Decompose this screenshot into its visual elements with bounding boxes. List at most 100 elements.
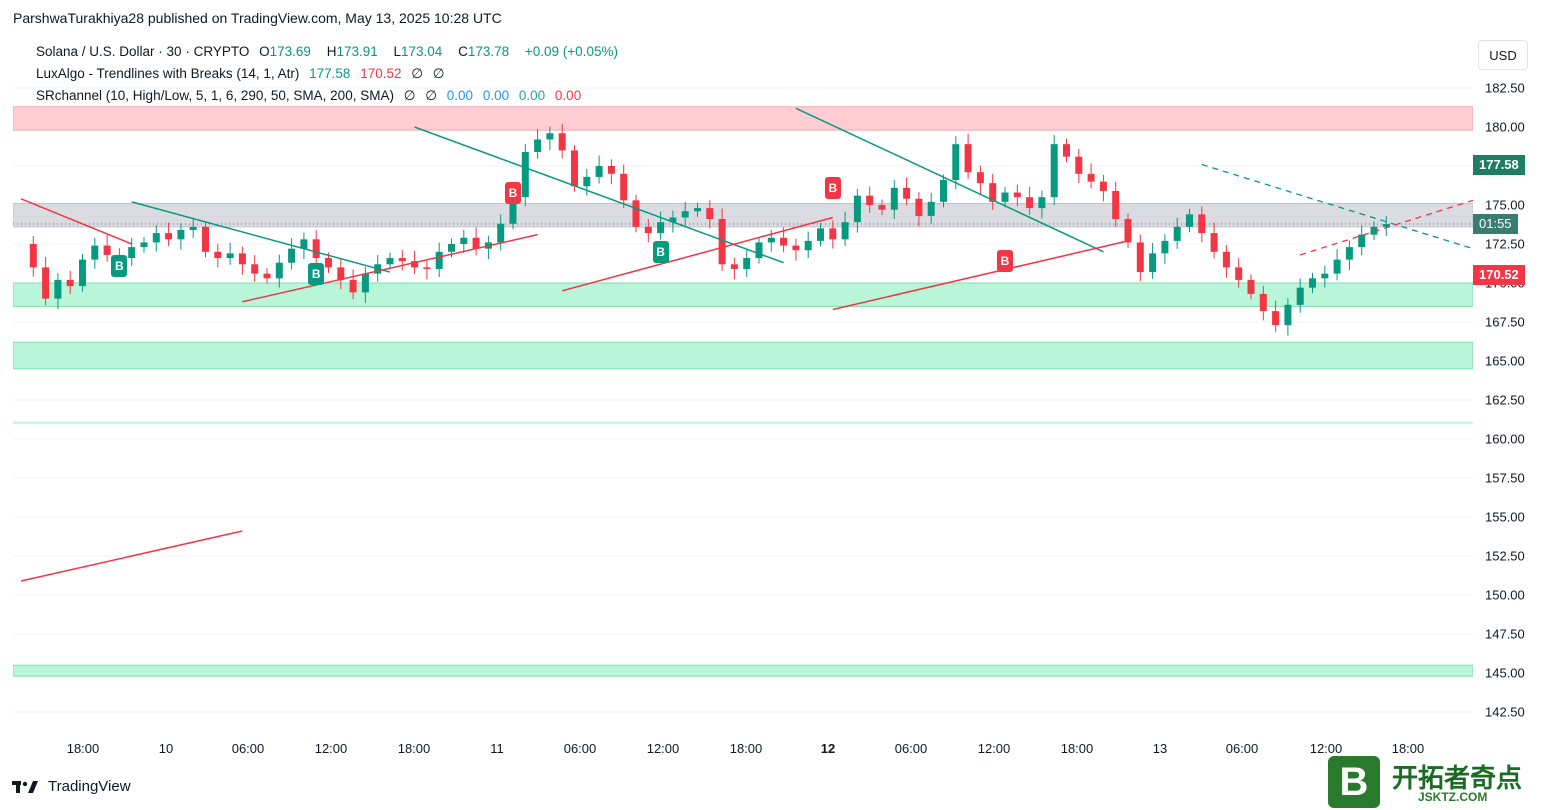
candle-body <box>632 200 640 227</box>
time-tick: 06:00 <box>894 741 928 756</box>
tradingview-logo[interactable]: TradingView <box>12 778 131 795</box>
time-tick: 10 <box>158 741 174 756</box>
candle-body <box>841 222 849 240</box>
candle-body <box>681 211 689 218</box>
candle-body <box>976 172 984 184</box>
candle-body <box>1345 247 1353 260</box>
time-tick: 06:00 <box>563 741 597 756</box>
candle-body <box>1161 240 1169 254</box>
candle-body <box>1321 273 1329 279</box>
upper-trend-badge: 177.58 <box>1473 154 1525 175</box>
candle-body <box>890 187 898 210</box>
price-tick: 165.00 <box>1485 353 1525 369</box>
candle-body <box>1247 279 1255 294</box>
candle-body <box>1296 287 1304 305</box>
price-tick: 180.00 <box>1485 119 1525 135</box>
currency-button[interactable]: USD <box>1478 40 1528 70</box>
trendline <box>414 126 784 264</box>
price-tick: 155.00 <box>1485 509 1525 525</box>
candle-body <box>730 264 738 269</box>
brand-name: TradingView <box>48 778 131 795</box>
candle-body <box>361 273 369 293</box>
candle-body <box>1038 197 1046 209</box>
candle-body <box>66 279 74 287</box>
price-axis[interactable]: 182.50180.00177.50175.00172.50170.00167.… <box>1473 38 1545 764</box>
trendline <box>131 201 391 273</box>
price-tick: 142.50 <box>1485 704 1525 720</box>
candle-body <box>509 197 517 224</box>
candle-body <box>42 267 50 299</box>
candle-body <box>103 245 111 255</box>
candle-body <box>571 150 578 187</box>
candle-body <box>1284 304 1292 326</box>
candle-body <box>669 217 677 223</box>
candle-body <box>1026 197 1034 209</box>
candle-body <box>521 151 529 198</box>
candle-body <box>312 239 320 259</box>
candle-body <box>435 251 443 269</box>
candle-body <box>1272 311 1280 326</box>
candle-body <box>706 208 714 220</box>
candle-body <box>448 244 455 252</box>
time-tick: 06:00 <box>1225 741 1259 756</box>
candle-body <box>1136 242 1144 273</box>
legend-srchannel[interactable]: SRchannel (10, High/Low, 5, 1, 6, 290, 5… <box>36 88 582 103</box>
price-tick: 162.50 <box>1485 392 1525 408</box>
candle-body <box>940 180 947 202</box>
candle-body <box>755 242 763 259</box>
candle-body <box>398 258 406 262</box>
candle-body <box>497 223 505 243</box>
candle-body <box>1013 192 1021 198</box>
candle-body <box>583 176 591 187</box>
price-tick: 145.00 <box>1485 665 1525 681</box>
legend-luxalgo[interactable]: LuxAlgo - Trendlines with Breaks (14, 1,… <box>36 66 445 81</box>
indicator-name: LuxAlgo - Trendlines with Breaks (14, 1,… <box>36 66 300 81</box>
candle-body <box>1370 226 1378 235</box>
time-tick: 12:00 <box>1309 741 1343 756</box>
candle-body <box>1112 190 1120 220</box>
candle-body <box>804 240 812 251</box>
time-tick: 18:00 <box>729 741 763 756</box>
buy-signal-marker: B <box>111 254 128 277</box>
candle-body <box>337 267 345 280</box>
buy-signal-marker: B <box>652 240 669 263</box>
candle-body <box>152 233 160 243</box>
sr-zone <box>13 282 1473 307</box>
price-tick: 152.50 <box>1485 548 1525 564</box>
tradingview-icon <box>12 780 38 793</box>
candle-body <box>1222 251 1230 268</box>
sell-signal-marker: B <box>824 176 841 199</box>
candle-body <box>177 229 185 240</box>
symbol-title[interactable]: Solana / U.S. Dollar · 30 · CRYPTO <box>36 44 250 59</box>
candle-body <box>829 228 837 240</box>
candle-body <box>853 195 861 223</box>
chart-pane[interactable]: Solana / U.S. Dollar · 30 · CRYPTO O173.… <box>13 38 1473 764</box>
candle-body <box>251 264 259 274</box>
trendline <box>242 233 538 303</box>
candle-body <box>780 237 788 246</box>
price-plot[interactable] <box>13 38 1473 738</box>
candle-body <box>1210 233 1218 252</box>
time-tick: 18:00 <box>397 741 431 756</box>
time-tick: 12:00 <box>646 741 680 756</box>
candle-body <box>1259 293 1267 312</box>
candle-body <box>128 247 136 259</box>
candle-body <box>878 205 886 210</box>
candle-body <box>1235 267 1243 280</box>
sr-zone <box>13 664 1473 677</box>
candle-body <box>694 208 701 212</box>
price-tick: 175.00 <box>1485 197 1525 213</box>
trendline <box>562 216 833 292</box>
candle-body <box>325 258 332 268</box>
watermark-text: 开拓者奇点 <box>1392 763 1523 793</box>
time-tick: 18:00 <box>1060 741 1094 756</box>
trendline <box>832 240 1129 311</box>
sr-zone <box>13 202 1473 228</box>
candle-body <box>1358 234 1366 248</box>
countdown-badge: 01:55 <box>1473 214 1518 235</box>
trendline <box>795 107 1104 253</box>
watermark-badge: B <box>1328 756 1380 808</box>
time-axis[interactable]: 18:00 10 06:00 12:00 18:00 11 06:00 12:00 18:00 1… <box>13 738 1473 762</box>
price-tick: 147.50 <box>1485 626 1525 642</box>
candle-body <box>644 226 652 234</box>
